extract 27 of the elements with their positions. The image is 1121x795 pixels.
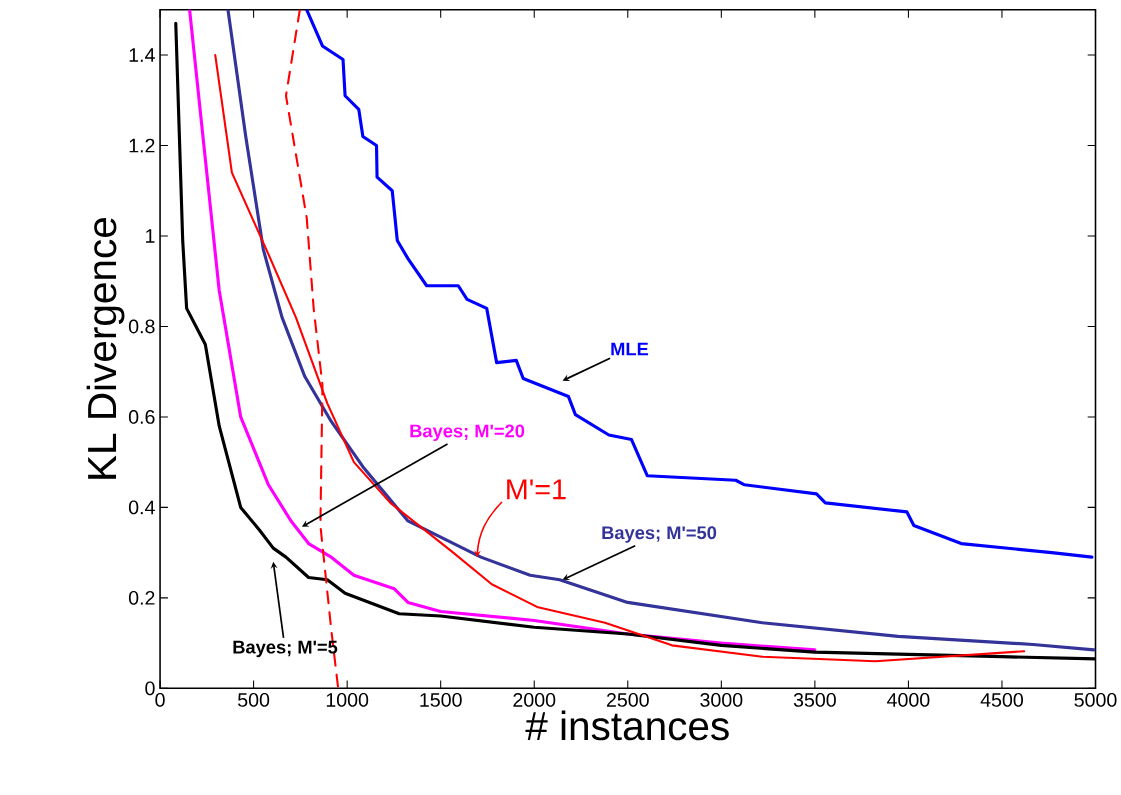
text: M'=1: [507, 479, 566, 500]
text: Bayes; M'=20: [410, 424, 525, 441]
y-tick-label: 1.2: [129, 138, 155, 153]
y-axis-title: KL Divergence: [86, 217, 125, 479]
x-tick-label: 4500: [980, 692, 1023, 707]
y-tick-label: 1: [146, 229, 155, 243]
y-tick-label: 1.4: [129, 48, 155, 62]
x-tick-label: 5000: [1074, 692, 1117, 707]
x-tick-label: 1000: [326, 692, 369, 707]
x-tick-label: 500: [238, 692, 270, 707]
text: Bayes; M'=50: [602, 526, 717, 543]
x-tick-label: 3500: [793, 692, 836, 707]
y-tick-label: 0.2: [128, 590, 155, 605]
x-tick-label: 4000: [887, 692, 930, 707]
x-tick-label: 2000: [513, 692, 556, 707]
x-tick-label: 1500: [420, 692, 462, 707]
x-tick-label: 0: [155, 692, 165, 707]
text: Bayes; M'=5: [233, 640, 338, 658]
x-axis-title: # instances: [525, 710, 729, 741]
x-tick-label: 2500: [606, 692, 649, 707]
text: MLE: [611, 342, 649, 356]
y-tick-label: 0.4: [128, 500, 155, 515]
y-tick-label: 0.8: [128, 319, 155, 334]
x-tick-label: 3000: [700, 692, 743, 707]
line-series: [305, 9, 1094, 559]
y-tick-label: 0: [145, 681, 155, 696]
y-tick-label: 0.6: [128, 409, 155, 424]
